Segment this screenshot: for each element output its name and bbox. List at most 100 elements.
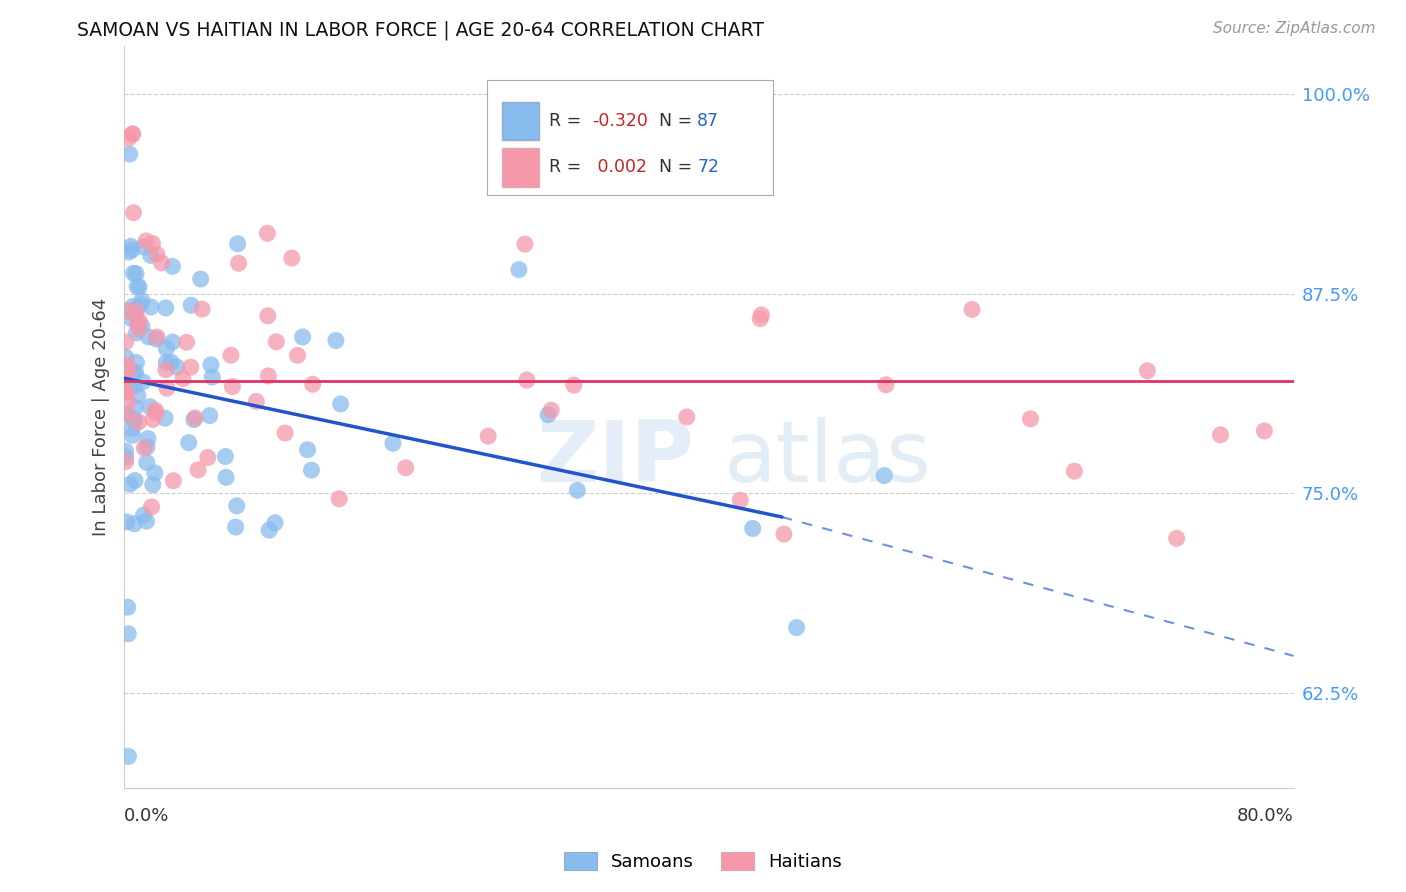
Point [1209, 428, 1232, 442]
Point [114, 444, 136, 458]
Point [184, 411, 207, 425]
Point [121, 312, 143, 326]
Point [128, 313, 150, 327]
Point [1369, 324, 1392, 338]
Point [675, 409, 697, 424]
Point [135, 456, 157, 470]
Point [135, 514, 157, 528]
Point [141, 500, 163, 514]
Point [115, 304, 138, 318]
Point [125, 355, 148, 369]
Point [139, 400, 162, 414]
Point [125, 303, 148, 318]
Point [256, 309, 278, 323]
Point [221, 379, 243, 393]
Point [134, 240, 156, 254]
Text: SAMOAN VS HAITIAN IN LABOR FORCE | AGE 20-64 CORRELATION CHART: SAMOAN VS HAITIAN IN LABOR FORCE | AGE 2… [77, 21, 765, 40]
Point [132, 508, 155, 522]
Point [257, 523, 280, 537]
Point [198, 409, 221, 423]
Point [121, 243, 143, 257]
Point [1166, 531, 1188, 545]
Point [172, 371, 194, 385]
Point [162, 474, 184, 488]
Point [128, 322, 150, 336]
Point [266, 334, 288, 349]
Point [131, 293, 153, 308]
Text: N =: N = [658, 158, 697, 177]
Point [187, 463, 209, 477]
Point [155, 355, 177, 369]
Point [121, 127, 143, 141]
Point [1136, 364, 1159, 378]
Point [328, 491, 350, 506]
Point [114, 365, 136, 379]
Point [325, 334, 347, 348]
Point [143, 466, 166, 480]
Point [225, 499, 247, 513]
Point [128, 415, 150, 429]
Text: 87: 87 [697, 112, 720, 130]
Point [139, 248, 162, 262]
Point [773, 527, 796, 541]
Point [200, 358, 222, 372]
Point [117, 600, 139, 615]
Point [117, 131, 139, 145]
Point [1019, 412, 1042, 426]
Point [138, 330, 160, 344]
Point [875, 377, 897, 392]
FancyBboxPatch shape [502, 102, 540, 140]
Text: Source: ZipAtlas.com: Source: ZipAtlas.com [1212, 21, 1375, 36]
Point [741, 521, 763, 535]
Point [215, 470, 238, 484]
Point [124, 474, 146, 488]
Point [115, 358, 138, 372]
Point [245, 394, 267, 409]
Point [1063, 464, 1085, 478]
Point [128, 279, 150, 293]
Point [873, 468, 896, 483]
Point [153, 411, 176, 425]
Point [121, 300, 143, 314]
Point [180, 360, 202, 375]
Point [156, 381, 179, 395]
Point [155, 301, 177, 315]
Point [127, 301, 149, 315]
Text: 0.0%: 0.0% [124, 807, 170, 825]
Y-axis label: In Labor Force | Age 20-64: In Labor Force | Age 20-64 [93, 298, 110, 536]
Point [162, 334, 184, 349]
Point [197, 450, 219, 465]
Point [228, 256, 250, 270]
Point [150, 256, 173, 270]
Text: N =: N = [658, 112, 697, 130]
Point [562, 378, 585, 392]
Point [135, 234, 157, 248]
Point [183, 412, 205, 426]
Point [395, 460, 418, 475]
Point [124, 379, 146, 393]
Point [124, 365, 146, 379]
Point [131, 319, 153, 334]
FancyBboxPatch shape [486, 79, 773, 194]
Point [124, 414, 146, 428]
Point [274, 425, 297, 440]
Point [1253, 424, 1275, 438]
Point [508, 262, 530, 277]
Point [120, 239, 142, 253]
Point [177, 435, 200, 450]
Point [301, 377, 323, 392]
Point [264, 516, 287, 530]
Point [115, 384, 138, 399]
Point [114, 454, 136, 468]
Point [162, 260, 184, 274]
Point [125, 326, 148, 340]
Text: 72: 72 [697, 158, 720, 177]
Point [219, 348, 242, 362]
Point [145, 406, 167, 420]
Point [297, 442, 319, 457]
Point [114, 386, 136, 401]
Text: 80.0%: 80.0% [1237, 807, 1294, 825]
Point [225, 520, 247, 534]
Point [191, 302, 214, 317]
Point [226, 236, 249, 251]
